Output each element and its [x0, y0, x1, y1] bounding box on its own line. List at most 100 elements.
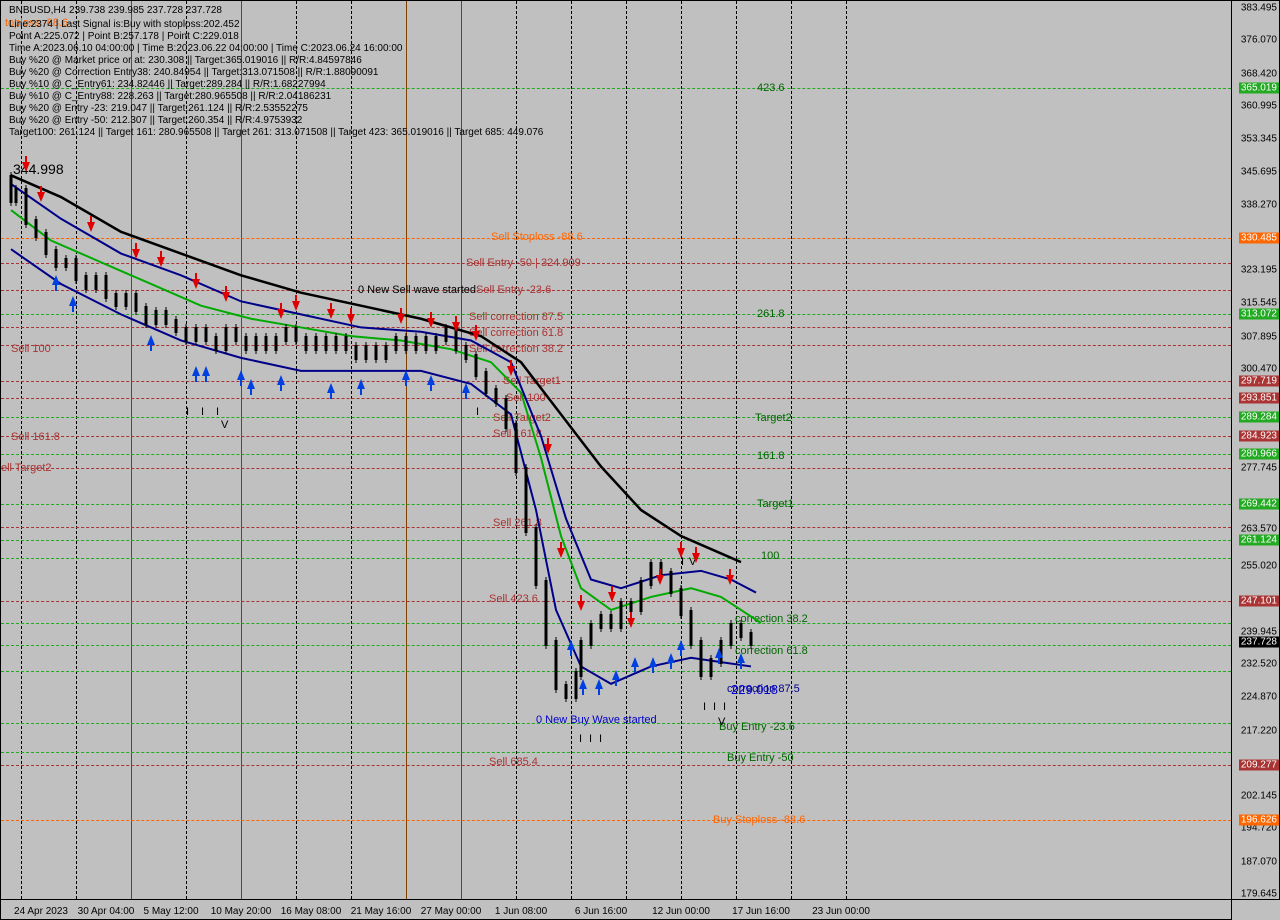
y-tick: 300.470	[1241, 363, 1277, 374]
level-line	[1, 527, 1231, 528]
price-bar-body	[35, 219, 38, 238]
wave-mark: I	[599, 733, 602, 745]
arrow-stem	[40, 186, 42, 192]
arrow-stem	[582, 689, 584, 695]
x-tick: 12 Jun 00:00	[652, 906, 710, 917]
price-tag: 330.485	[1239, 233, 1279, 244]
y-tick: 376.070	[1241, 35, 1277, 46]
price-bar-body	[25, 188, 28, 224]
x-axis: 24 Apr 202330 Apr 04:005 May 12:0010 May…	[0, 900, 1232, 920]
price-bar-body	[175, 319, 178, 334]
price-bar-body	[10, 175, 13, 203]
price-bar-body	[555, 640, 558, 689]
price-tag: 293.851	[1239, 392, 1279, 403]
signal-arrow-down-icon	[557, 548, 565, 558]
signal-arrow-down-icon	[192, 279, 200, 289]
y-tick: 338.270	[1241, 199, 1277, 210]
arrow-stem	[430, 385, 432, 391]
price-bar-body	[215, 336, 218, 351]
chart-label: Sell 161.8	[11, 431, 60, 443]
x-tick: 23 Jun 00:00	[812, 906, 870, 917]
signal-arrow-down-icon	[472, 331, 480, 341]
arrow-stem	[510, 360, 512, 366]
arrow-stem	[740, 663, 742, 669]
signal-arrow-up-icon	[649, 657, 657, 667]
price-bar-body	[205, 327, 208, 342]
price-bar-body	[600, 614, 603, 629]
chart-label: Sell 685.4	[489, 756, 538, 768]
price-bar-body	[515, 423, 518, 472]
price-bar-body	[680, 588, 683, 616]
price-bar-body	[335, 336, 338, 351]
y-tick: 315.545	[1241, 298, 1277, 309]
y-tick: 353.345	[1241, 134, 1277, 145]
signal-arrow-down-icon	[157, 257, 165, 267]
signal-arrow-down-icon	[577, 601, 585, 611]
arrow-stem	[670, 663, 672, 669]
y-tick: 360.995	[1241, 100, 1277, 111]
info-line: Buy %20 @ Market price or at: 230.308 ||…	[9, 55, 362, 66]
arrow-stem	[630, 612, 632, 618]
chart-label: ell Target2	[1, 462, 52, 474]
y-tick: 263.570	[1241, 524, 1277, 535]
price-bar-body	[315, 336, 318, 351]
signal-arrow-down-icon	[627, 618, 635, 628]
signal-arrow-up-icon	[595, 679, 603, 689]
signal-arrow-down-icon	[452, 322, 460, 332]
arrow-stem	[455, 316, 457, 322]
wave-mark: I	[723, 701, 726, 713]
wave-mark: V	[718, 716, 725, 728]
y-tick: 224.870	[1241, 692, 1277, 703]
arrow-stem	[405, 380, 407, 386]
price-tag: 209.277	[1239, 760, 1279, 771]
arrow-stem	[615, 680, 617, 686]
price-bar-body	[405, 336, 408, 351]
wave-mark: I	[713, 701, 716, 713]
signal-arrow-down-icon	[427, 318, 435, 328]
signal-arrow-up-icon	[715, 648, 723, 658]
arrow-stem	[729, 569, 731, 575]
chart-label: 423.6	[757, 82, 785, 94]
arrow-stem	[150, 345, 152, 351]
price-tag: 280.966	[1239, 448, 1279, 459]
x-tick: 27 May 00:00	[421, 906, 482, 917]
price-bar-body	[580, 640, 583, 676]
y-tick: 368.420	[1241, 68, 1277, 79]
price-bar-body	[275, 336, 278, 351]
signal-arrow-down-icon	[507, 366, 515, 376]
info-line: Point A:225.072 | Point B:257.178 | Poin…	[9, 31, 239, 42]
chart-canvas[interactable]: BNBUSD,H4 239.738 239.985 237.728 237.72…	[0, 0, 1232, 900]
price-bar-body	[535, 527, 538, 585]
price-bar-body	[85, 275, 88, 290]
signal-arrow-down-icon	[608, 592, 616, 602]
signal-arrow-down-icon	[22, 162, 30, 172]
signal-arrow-up-icon	[147, 335, 155, 345]
price-bar-body	[505, 398, 508, 429]
signal-arrow-down-icon	[327, 309, 335, 319]
price-bar-body	[375, 345, 378, 360]
signal-arrow-down-icon	[692, 553, 700, 563]
price-bar-body	[65, 258, 68, 268]
price-tag: 269.442	[1239, 498, 1279, 509]
chart-label: Sell correction 38.2	[469, 343, 563, 355]
chart-label: Buy Entry -50	[727, 752, 794, 764]
price-bar-body	[255, 336, 258, 351]
signal-arrow-up-icon	[357, 379, 365, 389]
level-line	[1, 540, 1231, 541]
price-bar-body	[610, 614, 613, 629]
level-line	[1, 558, 1231, 559]
price-bar-body	[590, 623, 593, 646]
y-tick: 217.220	[1241, 725, 1277, 736]
arrow-stem	[430, 312, 432, 318]
arrow-stem	[611, 586, 613, 592]
price-bar-body	[475, 354, 478, 377]
price-bar-body	[485, 371, 488, 394]
arrow-stem	[225, 286, 227, 292]
price-bar-body	[640, 580, 643, 612]
y-tick: 255.020	[1241, 561, 1277, 572]
x-tick: 5 May 12:00	[143, 906, 198, 917]
arrow-stem	[475, 325, 477, 331]
x-tick: 24 Apr 2023	[14, 906, 68, 917]
arrow-stem	[330, 303, 332, 309]
price-bar-body	[245, 336, 248, 351]
